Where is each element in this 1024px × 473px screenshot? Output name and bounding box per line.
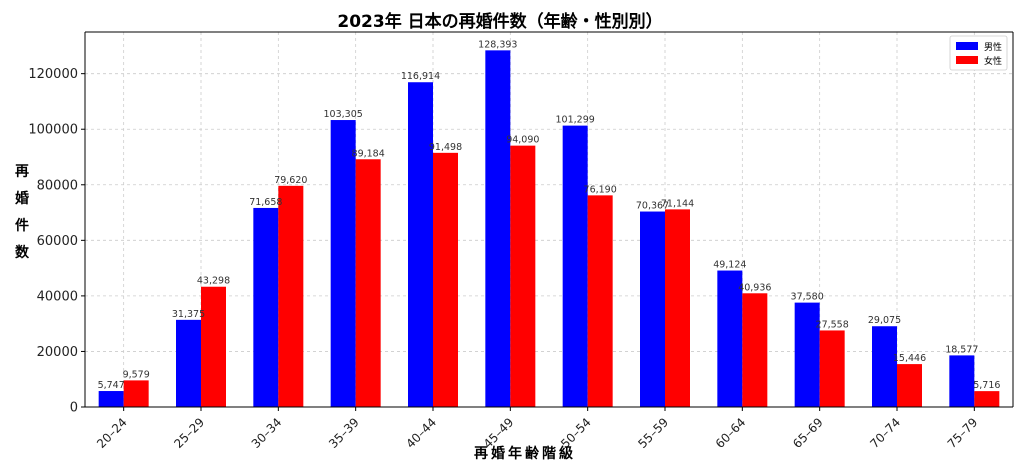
x-tick-label: 35–39 — [326, 415, 362, 451]
x-tick-label: 55–59 — [635, 415, 671, 451]
y-axis-ticks: 0 20000 40000 60000 80000 100000 120000 — [28, 67, 85, 416]
data-label: 128,393 — [478, 39, 517, 50]
data-label: 76,190 — [584, 184, 617, 195]
y-tick-label: 60000 — [37, 234, 78, 249]
data-labels: 5,747 31,375 71,658 103,305 116,914 128,393 10… — [98, 39, 1001, 391]
bar-male — [330, 120, 356, 408]
data-label: 9,579 — [123, 369, 150, 380]
data-label: 15,446 — [893, 353, 926, 364]
y-tick-label: 120000 — [28, 67, 78, 82]
bar-male — [640, 211, 665, 407]
legend-swatch — [956, 56, 978, 64]
data-label: 71,658 — [249, 197, 282, 208]
y-tick-label: 80000 — [37, 178, 78, 193]
data-label: 71,144 — [661, 198, 694, 209]
data-label: 40,936 — [738, 282, 771, 293]
data-label: 89,184 — [352, 148, 385, 159]
bar-female — [819, 330, 845, 407]
y-tick-label: 40000 — [37, 289, 78, 304]
y-axis-label: 再婚件数 — [15, 164, 30, 261]
y-tick-label: 0 — [70, 401, 78, 416]
axes — [84, 31, 1014, 408]
bar-female — [974, 391, 1000, 407]
data-label: 37,580 — [791, 292, 824, 303]
data-label: 5,747 — [98, 380, 125, 391]
data-label: 79,620 — [274, 175, 307, 186]
x-tick-label: 30–34 — [249, 415, 285, 451]
data-label: 70,367 — [636, 201, 669, 212]
x-axis-label: 再婚年齢階級 — [474, 445, 576, 462]
bar-male — [176, 319, 201, 407]
bar-male — [872, 326, 897, 407]
data-label: 5,716 — [973, 380, 1000, 391]
bar-female — [587, 195, 613, 407]
bar-male — [253, 207, 279, 407]
x-tick-label: 40–44 — [403, 415, 439, 451]
data-label: 101,299 — [556, 115, 595, 126]
bar-female — [433, 152, 458, 407]
data-label: 91,498 — [429, 142, 462, 153]
x-tick-label: 75–79 — [945, 415, 981, 451]
bar-female — [355, 159, 381, 407]
bar-female — [201, 286, 226, 407]
bar-female — [897, 364, 922, 407]
bar-male — [794, 302, 820, 407]
data-label: 27,558 — [816, 319, 849, 330]
legend-swatch — [956, 42, 978, 50]
data-label: 94,090 — [506, 135, 539, 146]
bar-female — [278, 185, 304, 407]
data-label: 18,577 — [945, 344, 978, 355]
x-tick-label: 25–29 — [171, 415, 207, 451]
bars — [98, 50, 1000, 408]
data-label: 116,914 — [401, 71, 440, 82]
bar-male — [717, 270, 743, 407]
bar-female — [510, 145, 536, 407]
data-label: 31,375 — [172, 309, 205, 320]
x-tick-label: 70–74 — [867, 415, 903, 451]
data-label: 29,075 — [868, 315, 901, 326]
x-tick-label: 65–69 — [790, 415, 826, 451]
bar-male — [408, 82, 433, 407]
bar-male — [949, 355, 975, 407]
x-tick-label: 60–64 — [713, 415, 749, 451]
chart-title: 2023年 日本の再婚件数（年齢・性別別） — [337, 11, 662, 32]
data-label: 49,124 — [713, 260, 746, 271]
data-label: 103,305 — [324, 109, 363, 120]
x-axis-ticks: 20–24 25–29 30–34 35–39 40–44 45–49 50–54 55–59… — [94, 407, 980, 451]
x-tick-label: 20–24 — [94, 415, 130, 451]
bar-male — [562, 125, 588, 407]
bar-male — [485, 50, 511, 407]
bar-female — [742, 293, 768, 407]
legend-label: 女性 — [984, 55, 1002, 67]
y-tick-label: 100000 — [28, 123, 78, 138]
bar-male — [98, 391, 124, 407]
bar-female — [123, 380, 149, 407]
bar-female — [665, 209, 690, 407]
legend-label: 男性 — [984, 41, 1002, 53]
data-label: 43,298 — [197, 276, 230, 287]
y-tick-label: 20000 — [37, 345, 78, 360]
